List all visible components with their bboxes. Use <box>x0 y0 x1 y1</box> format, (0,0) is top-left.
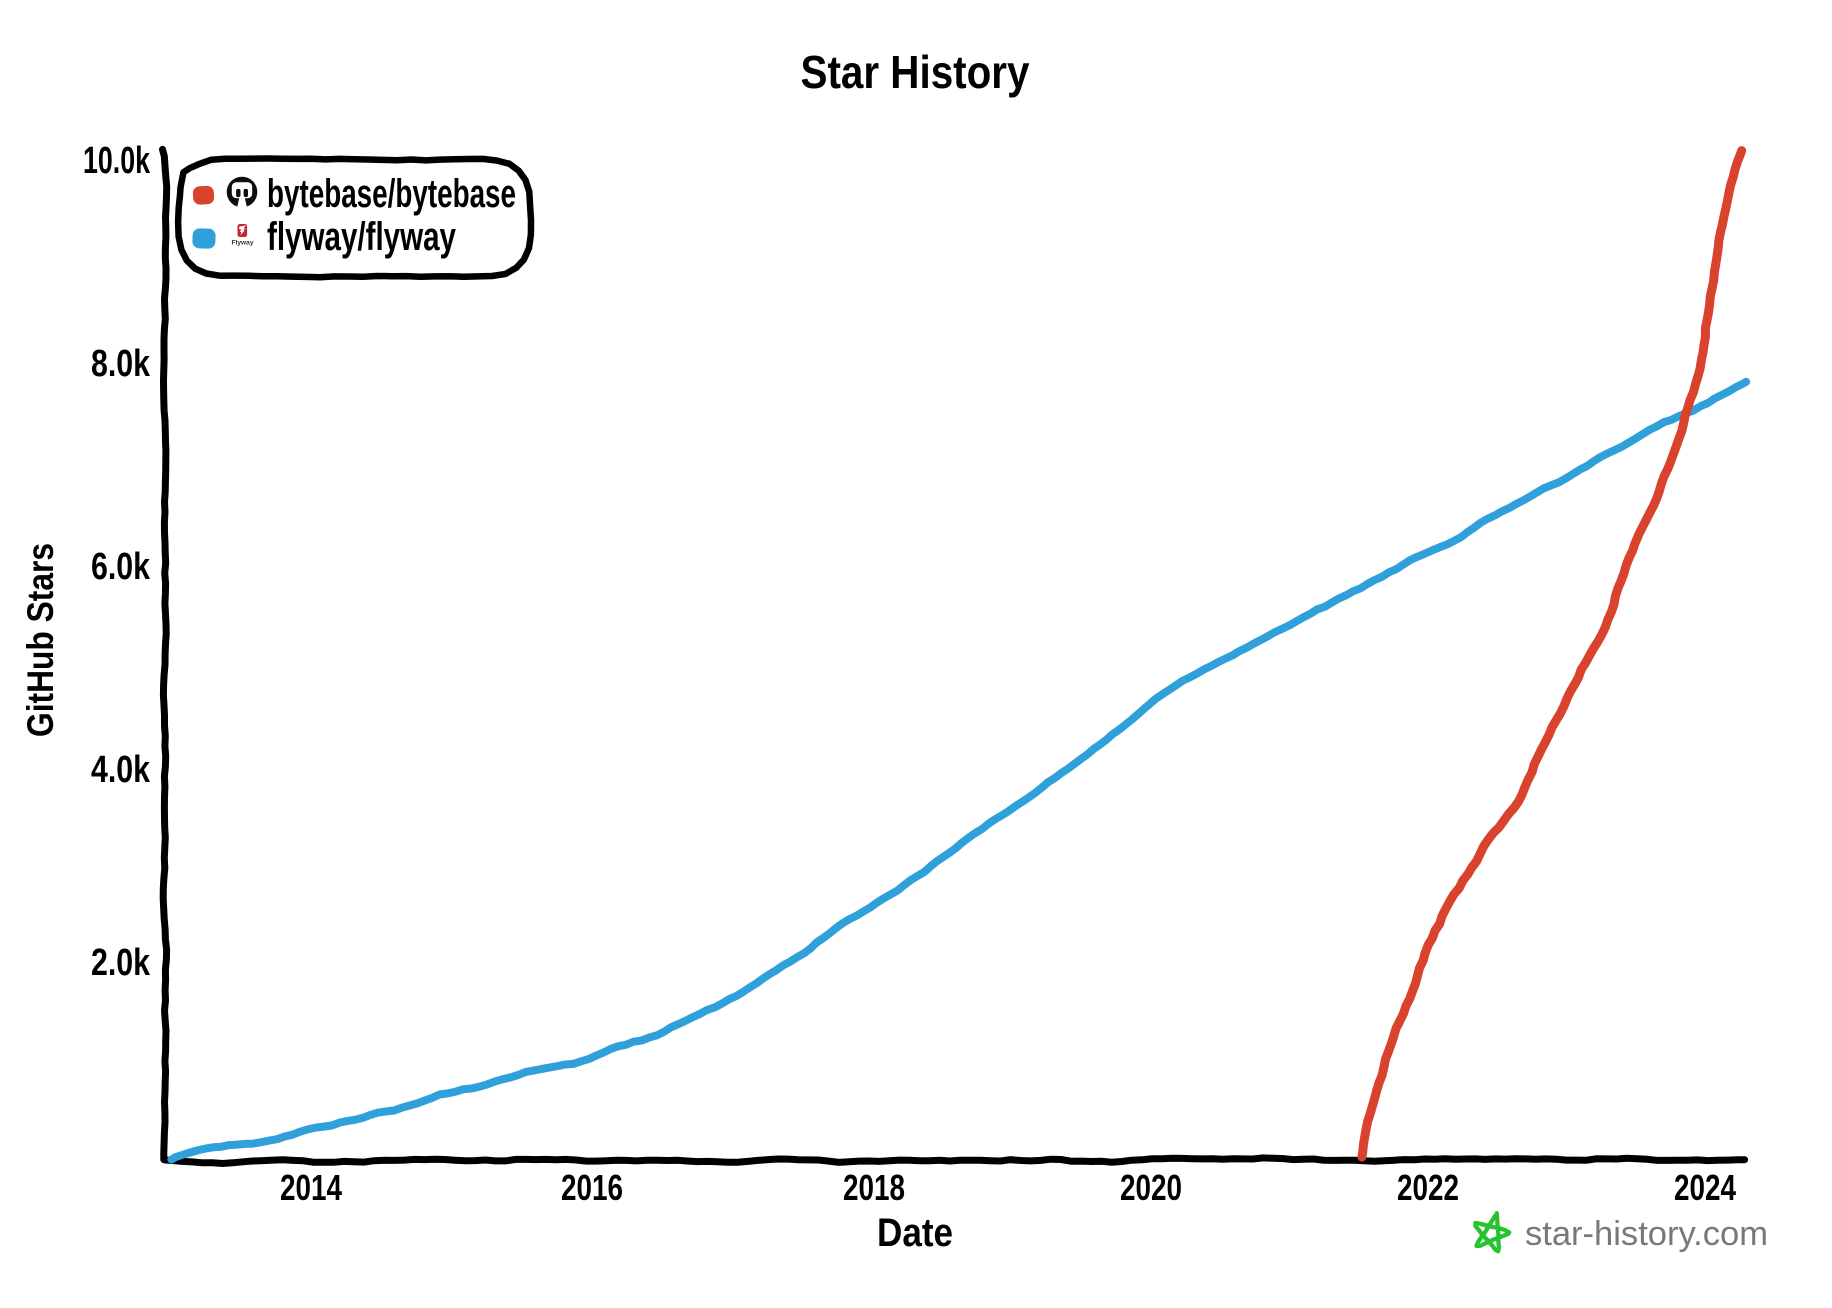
svg-text:bytebase/bytebase: bytebase/bytebase <box>267 172 516 216</box>
svg-text:Star History: Star History <box>801 46 1030 98</box>
svg-text:10.0k: 10.0k <box>83 140 151 182</box>
svg-text:GitHub Stars: GitHub Stars <box>20 543 61 737</box>
svg-text:Date: Date <box>877 1211 953 1255</box>
svg-text:2020: 2020 <box>1120 1167 1182 1208</box>
svg-text:2024: 2024 <box>1674 1167 1736 1208</box>
svg-text:Flyway: Flyway <box>232 240 254 247</box>
svg-text:star-history.com: star-history.com <box>1525 1215 1768 1253</box>
svg-text:2.0k: 2.0k <box>91 942 151 984</box>
svg-text:flyway/flyway: flyway/flyway <box>267 215 457 259</box>
svg-text:4.0k: 4.0k <box>91 749 151 791</box>
svg-text:2022: 2022 <box>1397 1167 1459 1208</box>
svg-text:8.0k: 8.0k <box>91 343 151 385</box>
svg-text:6.0k: 6.0k <box>91 546 151 588</box>
svg-text:2018: 2018 <box>843 1167 905 1208</box>
svg-text:2016: 2016 <box>561 1167 623 1208</box>
svg-text:2014: 2014 <box>280 1167 342 1208</box>
